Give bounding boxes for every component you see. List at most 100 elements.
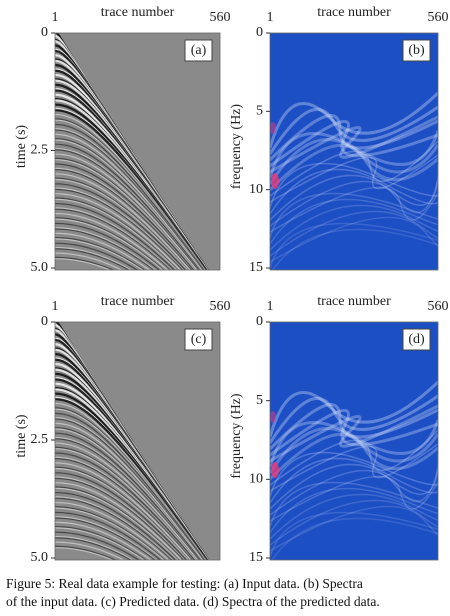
seismic-event [55,438,200,560]
y-tick-label: 2.5 [31,432,49,447]
seismic-event [55,482,183,560]
spectrum-energy [270,467,438,516]
seismic-event [55,197,179,270]
seismic-event [55,462,192,560]
seismic-event [55,248,131,270]
spectrum-energy [270,409,438,457]
spectrum-energy [270,120,438,168]
seismic-event [55,113,206,270]
seismic-event [55,442,199,560]
spectrum-peak [270,411,276,423]
spectrum-energy [270,419,438,468]
seismic-event [55,422,204,560]
x-axis-label: trace number [317,5,391,20]
panel-frame [269,32,439,271]
spectrum-energy [270,168,438,215]
seismic-event [55,246,133,270]
x-tick-label: 560 [428,299,449,314]
spectrum-energy [270,478,438,534]
seismic-event [55,448,197,560]
panel-frame [269,321,439,561]
seismic-event [55,497,173,560]
seismic-event [55,398,208,560]
seismic-event [55,183,187,270]
spectrum-energy [270,451,438,498]
spectrum-energy [270,192,438,239]
seismic-event [55,119,206,270]
spectrum-background [270,33,438,270]
x-tick-label: 1 [52,299,59,314]
x-tick-label: 560 [428,10,449,25]
x-tick-label: 1 [52,10,59,25]
seismic-event [55,173,191,270]
caption-line: Figure 5: Real data example for testing:… [6,576,363,591]
spectrum-energy [270,154,438,203]
spectrum-energy [270,140,438,197]
figure-panels: (a) trace number 1 560 0 2.5 5.0 time (s) (b) tra… [14,5,449,565]
seismic-event [55,496,174,560]
x-axis-label: trace number [317,294,391,309]
y-tick-label: 10 [249,472,263,487]
spectrum-energy [270,113,438,162]
seismic-event [55,188,184,270]
seismic-event [55,535,134,560]
seismic-event [55,123,205,270]
seismic-event [55,492,177,560]
seismic-event [55,458,194,560]
panel-frame [54,321,221,561]
spectrum-energy [270,404,438,463]
spectrum-energy [270,429,438,486]
panel-image [270,322,438,560]
seismic-event [55,208,172,270]
x-axis-label: trace number [101,5,175,20]
spectrum-energy [270,394,438,444]
panel-label-box [402,328,431,351]
spectrum-energy [270,186,438,233]
panel-label-box [184,39,213,62]
spectrum-energy [270,502,438,558]
seismic-event [55,252,123,270]
spectrum-background [270,322,438,560]
spectrum-energy [270,130,438,179]
seismic-event [55,501,170,560]
seismic-event [55,472,188,560]
x-tick-label: 1 [267,10,274,25]
seismic-event [55,467,190,560]
spectrum-energy [270,115,438,174]
spectrum-energy [270,213,438,269]
seismic-event [55,177,189,270]
seismic-event [55,228,155,270]
seismic-event [55,418,205,560]
seismic-event [55,149,199,270]
seismic-event [55,527,146,560]
seismic-event [55,256,115,270]
spectrum-energy [270,144,438,192]
spectrum-energy [270,91,438,149]
spectrum-peak [271,462,279,478]
panel-label-box [184,328,213,351]
seismic-event [55,198,179,270]
seismic-event [55,477,185,560]
spectrum-energy [270,443,438,492]
spectrum-energy [270,210,438,257]
y-tick-label: 15 [249,550,263,565]
y-tick-label: 5.0 [31,260,49,275]
y-axis-label: time (s) [14,125,29,168]
seismic-event [55,428,203,560]
seismic-event [55,212,169,270]
spectrum-energy [270,499,438,546]
seismic-event [55,207,173,270]
panel-label: (b) [408,43,425,58]
x-tick-label: 1 [267,299,274,314]
seismic-event [55,133,203,270]
spectrum-energy [270,433,438,481]
seismic-event [55,432,202,560]
spectrum-energy [271,227,438,270]
y-tick-label: 2.5 [31,143,49,158]
spectrum-energy [270,492,438,540]
seismic-event [55,143,201,270]
y-tick-label: 5 [256,393,263,408]
seismic-event [55,408,206,560]
x-tick-label: 560 [210,10,231,25]
